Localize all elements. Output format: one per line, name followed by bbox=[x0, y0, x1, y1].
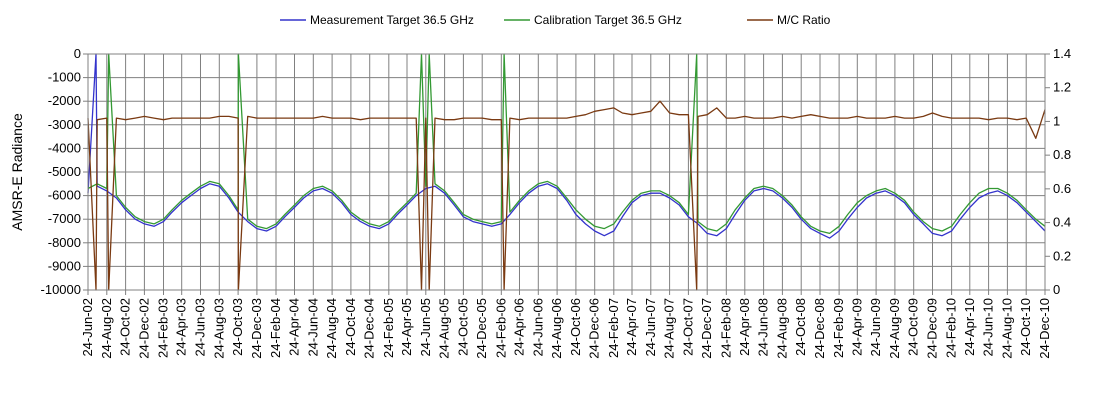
y-tick-label: 0 bbox=[74, 46, 81, 61]
x-tick-label: 24-Jun-10 bbox=[981, 298, 996, 357]
x-tick-label: 24-Feb-05 bbox=[381, 298, 396, 358]
grid bbox=[88, 53, 1045, 291]
y-axis-left: 0 -1000 -2000 -3000 -4000 -5000 -6000 -7000 -800… bbox=[41, 46, 88, 297]
x-tick-label: 24-Dec-05 bbox=[474, 298, 489, 359]
x-tick-label: 24-Aug-06 bbox=[549, 298, 564, 359]
x-tick-label: 24-Feb-09 bbox=[831, 298, 846, 358]
x-tick-label: 24-Jun-06 bbox=[530, 298, 545, 357]
x-tick-label: 24-Feb-07 bbox=[606, 298, 621, 358]
y-tick-label: -6000 bbox=[48, 188, 81, 203]
x-tick-label: 24-Dec-06 bbox=[587, 298, 602, 359]
y-tick-label: -10000 bbox=[41, 282, 81, 297]
x-tick-label: 24-Jun-03 bbox=[192, 298, 207, 357]
y2-tick-label: 0 bbox=[1053, 282, 1060, 297]
series-line-measurement-target-36-5-ghz bbox=[87, 53, 1046, 239]
x-tick-label: 24-Oct-08 bbox=[793, 298, 808, 356]
x-tick-label: 24-Dec-09 bbox=[925, 298, 940, 359]
x-tick-label: 24-Apr-03 bbox=[174, 298, 189, 356]
y2-tick-label: 0.4 bbox=[1053, 215, 1071, 230]
x-tick-label: 24-Apr-07 bbox=[624, 298, 639, 356]
x-tick-label: 24-Feb-03 bbox=[156, 298, 171, 358]
y-axis-title: AMSR-E Radiance bbox=[9, 113, 25, 231]
series-line-calibration-target-36-5-ghz bbox=[87, 53, 1046, 235]
x-axis: 24-Jun-02 24-Aug-02 24-Oct-02 24-Dec-02 24-F… bbox=[80, 290, 1052, 359]
y2-tick-label: 0.8 bbox=[1053, 147, 1071, 162]
y-tick-label: -7000 bbox=[48, 211, 81, 226]
x-tick-label: 24-Oct-03 bbox=[230, 298, 245, 356]
y2-tick-label: 1.2 bbox=[1053, 80, 1071, 95]
legend-label-measurement-target-36-5-ghz: Measurement Target 36.5 GHz bbox=[310, 13, 474, 27]
x-tick-label: 24-Apr-04 bbox=[287, 298, 302, 356]
x-tick-label: 24-Apr-09 bbox=[849, 298, 864, 356]
y-tick-label: -9000 bbox=[48, 258, 81, 273]
x-tick-label: 24-Aug-07 bbox=[662, 298, 677, 359]
x-tick-label: 24-Oct-09 bbox=[906, 298, 921, 356]
y-tick-label: -8000 bbox=[48, 235, 81, 250]
x-tick-label: 24-Oct-02 bbox=[118, 298, 133, 356]
x-tick-label: 24-Feb-04 bbox=[268, 298, 283, 358]
series-line-m-c-ratio bbox=[87, 100, 1046, 291]
x-tick-label: 24-Dec-02 bbox=[136, 298, 151, 359]
x-tick-label: 24-Feb-10 bbox=[944, 298, 959, 358]
x-tick-label: 24-Oct-10 bbox=[1018, 298, 1033, 356]
x-tick-label: 24-Aug-10 bbox=[999, 298, 1014, 359]
x-tick-label: 24-Aug-08 bbox=[774, 298, 789, 359]
y2-tick-label: 0.2 bbox=[1053, 248, 1071, 263]
x-tick-label: 24-Apr-08 bbox=[737, 298, 752, 356]
x-tick-label: 24-Dec-10 bbox=[1037, 298, 1052, 359]
x-tick-label: 24-Oct-06 bbox=[568, 298, 583, 356]
y-axis-right: 1.4 1.2 1 0.8 0.6 0.4 0.2 0 bbox=[1045, 46, 1071, 297]
x-tick-label: 24-Oct-05 bbox=[455, 298, 470, 356]
x-tick-label: 24-Jun-05 bbox=[418, 298, 433, 357]
x-tick-label: 24-Apr-05 bbox=[399, 298, 414, 356]
x-tick-label: 24-Aug-04 bbox=[324, 298, 339, 359]
y-tick-label: -2000 bbox=[48, 93, 81, 108]
x-tick-label: 24-Dec-03 bbox=[249, 298, 264, 359]
y-tick-label: -1000 bbox=[48, 70, 81, 85]
x-tick-label: 24-Aug-02 bbox=[99, 298, 114, 359]
legend: Measurement Target 36.5 GHz Calibration T… bbox=[280, 13, 831, 27]
x-tick-label: 24-Apr-06 bbox=[511, 298, 526, 356]
x-tick-label: 24-Jun-04 bbox=[305, 298, 320, 357]
y2-tick-label: 1 bbox=[1053, 113, 1060, 128]
y2-tick-label: 1.4 bbox=[1053, 46, 1071, 61]
x-tick-label: 24-Feb-08 bbox=[718, 298, 733, 358]
x-tick-label: 24-Feb-06 bbox=[493, 298, 508, 358]
y-tick-label: -4000 bbox=[48, 140, 81, 155]
x-tick-label: 24-Jun-02 bbox=[80, 298, 95, 357]
y-tick-label: -5000 bbox=[48, 164, 81, 179]
x-tick-label: 24-Dec-04 bbox=[362, 298, 377, 359]
y2-tick-label: 0.6 bbox=[1053, 181, 1071, 196]
x-tick-label: 24-Oct-07 bbox=[680, 298, 695, 356]
legend-label-m-c-ratio: M/C Ratio bbox=[777, 13, 831, 27]
x-tick-label: 24-Jun-08 bbox=[756, 298, 771, 357]
x-tick-label: 24-Jun-09 bbox=[868, 298, 883, 357]
x-tick-label: 24-Dec-07 bbox=[699, 298, 714, 359]
x-tick-label: 24-Aug-03 bbox=[211, 298, 226, 359]
x-tick-label: 24-Aug-09 bbox=[887, 298, 902, 359]
x-tick-label: 24-Oct-04 bbox=[343, 298, 358, 356]
x-tick-label: 24-Dec-08 bbox=[812, 298, 827, 359]
y-tick-label: -3000 bbox=[48, 117, 81, 132]
legend-label-calibration-target-36-5-ghz: Calibration Target 36.5 GHz bbox=[534, 13, 682, 27]
x-tick-label: 24-Apr-10 bbox=[962, 298, 977, 356]
x-tick-label: 24-Jun-07 bbox=[643, 298, 658, 357]
x-tick-label: 24-Aug-05 bbox=[437, 298, 452, 359]
